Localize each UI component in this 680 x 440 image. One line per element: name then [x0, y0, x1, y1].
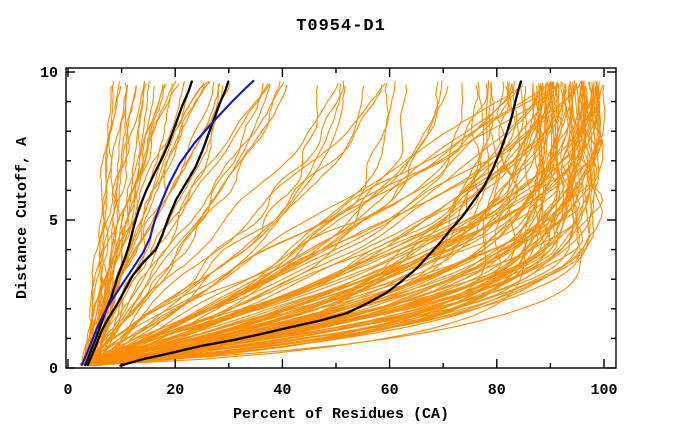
- orange-model-curve: [93, 84, 408, 365]
- highlight-curve-black-model-right: [119, 80, 523, 367]
- orange-model-curve: [81, 82, 518, 364]
- model-curves-layer: [79, 79, 606, 367]
- orange-model-curve: [90, 82, 339, 363]
- orange-model-curve: [85, 81, 281, 364]
- orange-model-curve: [80, 82, 560, 366]
- orange-model-curve: [98, 83, 514, 365]
- orange-model-curve: [100, 82, 264, 365]
- orange-model-curve: [87, 80, 586, 364]
- orange-model-curve: [81, 83, 571, 363]
- orange-model-curve: [82, 85, 365, 363]
- orange-model-curve: [100, 82, 285, 363]
- orange-model-curve: [85, 85, 346, 366]
- orange-model-curve: [84, 86, 587, 366]
- highlight-curve-black-model-left-1: [84, 80, 193, 367]
- orange-model-curve: [93, 81, 601, 366]
- orange-model-curve: [99, 83, 147, 366]
- orange-model-curve: [92, 80, 580, 366]
- x-axis-title: Percent of Residues (CA): [233, 406, 449, 423]
- orange-model-curve: [100, 84, 601, 365]
- orange-model-curve: [94, 85, 137, 363]
- orange-model-curve: [84, 85, 559, 367]
- orange-model-curve: [101, 82, 575, 366]
- x-tick-label: 20: [166, 382, 184, 399]
- orange-model-curve: [83, 84, 572, 366]
- orange-model-curve: [99, 85, 319, 366]
- orange-model-curve: [91, 86, 128, 365]
- orange-model-curve: [100, 83, 341, 367]
- orange-model-curve: [101, 85, 191, 364]
- orange-model-curve: [92, 85, 524, 364]
- orange-model-curve: [95, 82, 545, 363]
- orange-model-curve: [100, 85, 567, 364]
- orange-model-curve: [80, 84, 559, 365]
- highlight-curve-blue-model: [80, 79, 255, 367]
- orange-model-curve: [102, 84, 288, 363]
- orange-model-curve: [91, 84, 270, 365]
- orange-model-curve: [85, 80, 345, 366]
- orange-model-curve: [83, 83, 219, 363]
- x-tick-label: 40: [273, 382, 291, 399]
- orange-model-curve: [92, 80, 586, 363]
- orange-model-curve: [90, 84, 129, 366]
- x-tick-label: 100: [590, 382, 617, 399]
- orange-model-curve: [87, 83, 488, 363]
- orange-model-curve: [79, 81, 494, 365]
- orange-model-curve: [96, 81, 601, 363]
- plot-frame: [65, 67, 617, 369]
- x-tick-label: 0: [63, 382, 72, 399]
- orange-model-curve: [99, 82, 578, 366]
- y-tick-label: 10: [40, 65, 58, 82]
- orange-model-curve: [88, 81, 506, 363]
- orange-model-curve: [79, 82, 556, 366]
- orange-model-curve: [92, 80, 598, 364]
- x-tick-label: 80: [488, 382, 506, 399]
- orange-model-curve: [84, 80, 521, 363]
- x-tick-label: 60: [381, 382, 399, 399]
- axes-layer: 0 20 40 60 80 100 0 5 10: [40, 65, 618, 399]
- plot-title: T0954-D1: [296, 17, 386, 36]
- highlight-curve-black-model-left-2: [86, 80, 230, 367]
- orange-model-curve: [83, 83, 269, 363]
- y-tick-label: 0: [49, 361, 58, 378]
- orange-model-curve: [95, 80, 443, 366]
- orange-model-curve: [94, 81, 603, 364]
- y-axis-title: Distance Cutoff, A: [14, 137, 31, 299]
- orange-model-curve: [80, 85, 542, 366]
- orange-model-curve: [93, 84, 499, 363]
- orange-model-curve: [87, 85, 122, 366]
- orange-model-curve: [96, 81, 561, 364]
- y-tick-label: 5: [49, 213, 58, 230]
- orange-model-curve: [92, 80, 582, 364]
